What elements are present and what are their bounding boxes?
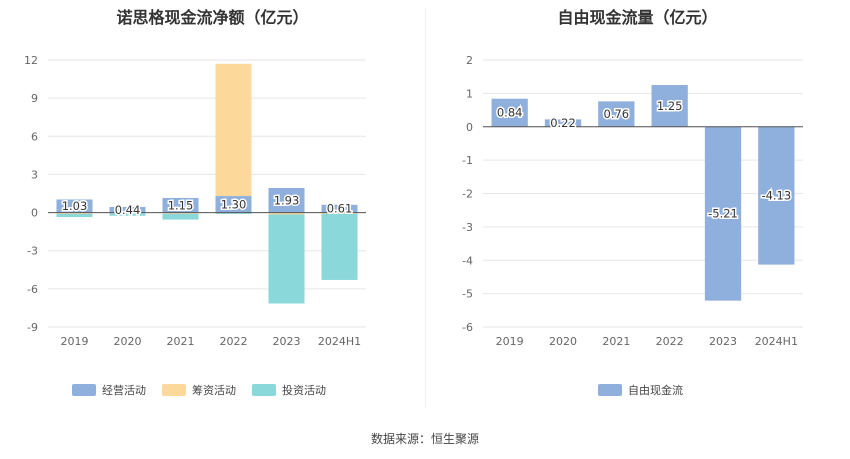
x-tick-label: 2020: [114, 335, 142, 348]
bar-2-2022: [215, 63, 252, 197]
y-tick-label: -4: [462, 254, 473, 267]
bar-1-2021: [598, 101, 635, 127]
data-label: 0.44: [115, 203, 141, 217]
x-tick-label: 2024H1: [755, 335, 798, 348]
legend-label: 投资活动: [282, 383, 326, 397]
bar-1-2021: [162, 197, 199, 213]
bar-3-2020: [109, 213, 146, 216]
y-tick-label: -5: [462, 288, 473, 301]
x-tick-label: 2024H1: [318, 335, 361, 348]
free-cash-flow-chart: 自由现金流量（亿元） 2 1 0 -1 -2 -3 -4 -5 -6 2019 2020 2021 20…: [425, 0, 850, 420]
y-tick-label: 3: [31, 168, 38, 181]
data-label: 1.93: [274, 193, 300, 207]
data-label: 1.30: [221, 197, 247, 211]
bar-2-2019: [56, 212, 93, 214]
bar-1-2022: [215, 196, 252, 213]
x-tick-label: 2020: [549, 335, 577, 348]
cash-flow-net-svg: 12 9 6 3 0 -3 -6 -9 2019 2020 2021 2022 2023 2024H1 1.…: [24, 54, 366, 397]
x-tick-label: 2022: [656, 335, 684, 348]
legend-label: 自由现金流: [628, 383, 683, 397]
bar-1-2019: [56, 199, 93, 213]
y-tick-label: 6: [31, 130, 38, 143]
chart-title-free-cash-flow: 自由现金流量（亿元）: [557, 8, 718, 27]
bar-3-2024H1: [321, 213, 358, 280]
y-tick-label: -3: [27, 245, 38, 258]
x-tick-label: 2023: [273, 335, 301, 348]
panel-divider: [425, 8, 426, 408]
data-label: 1.15: [168, 198, 194, 212]
bar-3-2021: [162, 213, 199, 220]
data-label: 0.61: [327, 202, 353, 216]
data-label: -5.21: [708, 207, 738, 221]
chart-title-cash-flow-net: 诺思格现金流净额（亿元）: [116, 8, 309, 27]
bar-1-2022: [651, 85, 688, 127]
bar-1-2024H1: [758, 126, 795, 265]
bar-1-2020: [544, 119, 582, 127]
bar-3-2022: [215, 212, 252, 214]
bar-1-2023: [268, 188, 305, 213]
bar-2-2024H1: [321, 212, 358, 214]
legend-swatch: [162, 384, 186, 396]
data-label: -4.13: [761, 189, 791, 203]
y-tick-label: -9: [27, 321, 38, 334]
y-tick-label: 9: [31, 92, 38, 105]
y-tick-label: -3: [462, 221, 473, 234]
x-tick-label: 2019: [61, 335, 89, 348]
bar-2-2023: [268, 212, 305, 215]
y-tick-label: 0: [466, 121, 473, 134]
x-tick-label: 2021: [602, 335, 630, 348]
legend-label: 经营活动: [102, 383, 146, 397]
y-tick-label: 1: [466, 87, 473, 100]
bar-1-2024H1: [321, 204, 358, 213]
bar-1-2019: [491, 98, 528, 127]
y-tick-label: -2: [462, 188, 473, 201]
legend-label: 筹资活动: [192, 383, 236, 397]
y-tick-label: 2: [466, 54, 473, 67]
x-tick-label: 2019: [496, 335, 524, 348]
bar-1-2023: [704, 126, 742, 301]
cash-flow-net-chart: 诺思格现金流净额（亿元） 12 9 6 3 0 -3 -6 -9 2019 2020 2021 202…: [0, 0, 425, 420]
bar-3-2019: [56, 213, 93, 218]
y-tick-label: -1: [462, 154, 473, 167]
data-label: 1.03: [62, 199, 88, 213]
legend-swatch: [252, 384, 276, 396]
y-tick-label: 0: [31, 207, 38, 220]
legend-swatch: [72, 384, 96, 396]
x-tick-label: 2021: [167, 335, 195, 348]
data-label: 0.76: [604, 107, 630, 121]
x-tick-label: 2022: [220, 335, 248, 348]
bar-2-2021: [162, 212, 199, 214]
data-label: 1.25: [657, 99, 683, 113]
data-source-note: 数据来源：恒生聚源: [370, 432, 479, 446]
y-tick-label: 12: [24, 54, 38, 67]
bar-1-2020: [109, 206, 146, 213]
x-tick-label: 2023: [709, 335, 737, 348]
free-cash-flow-svg: 2 1 0 -1 -2 -3 -4 -5 -6 2019 2020 2021 2022 2023 2024H…: [462, 54, 803, 397]
legend-swatch: [598, 384, 622, 396]
y-tick-label: -6: [27, 283, 38, 296]
y-tick-label: -6: [462, 321, 473, 334]
data-label: 0.22: [550, 116, 576, 130]
data-label: 0.84: [497, 106, 523, 120]
bar-3-2023: [268, 214, 305, 304]
